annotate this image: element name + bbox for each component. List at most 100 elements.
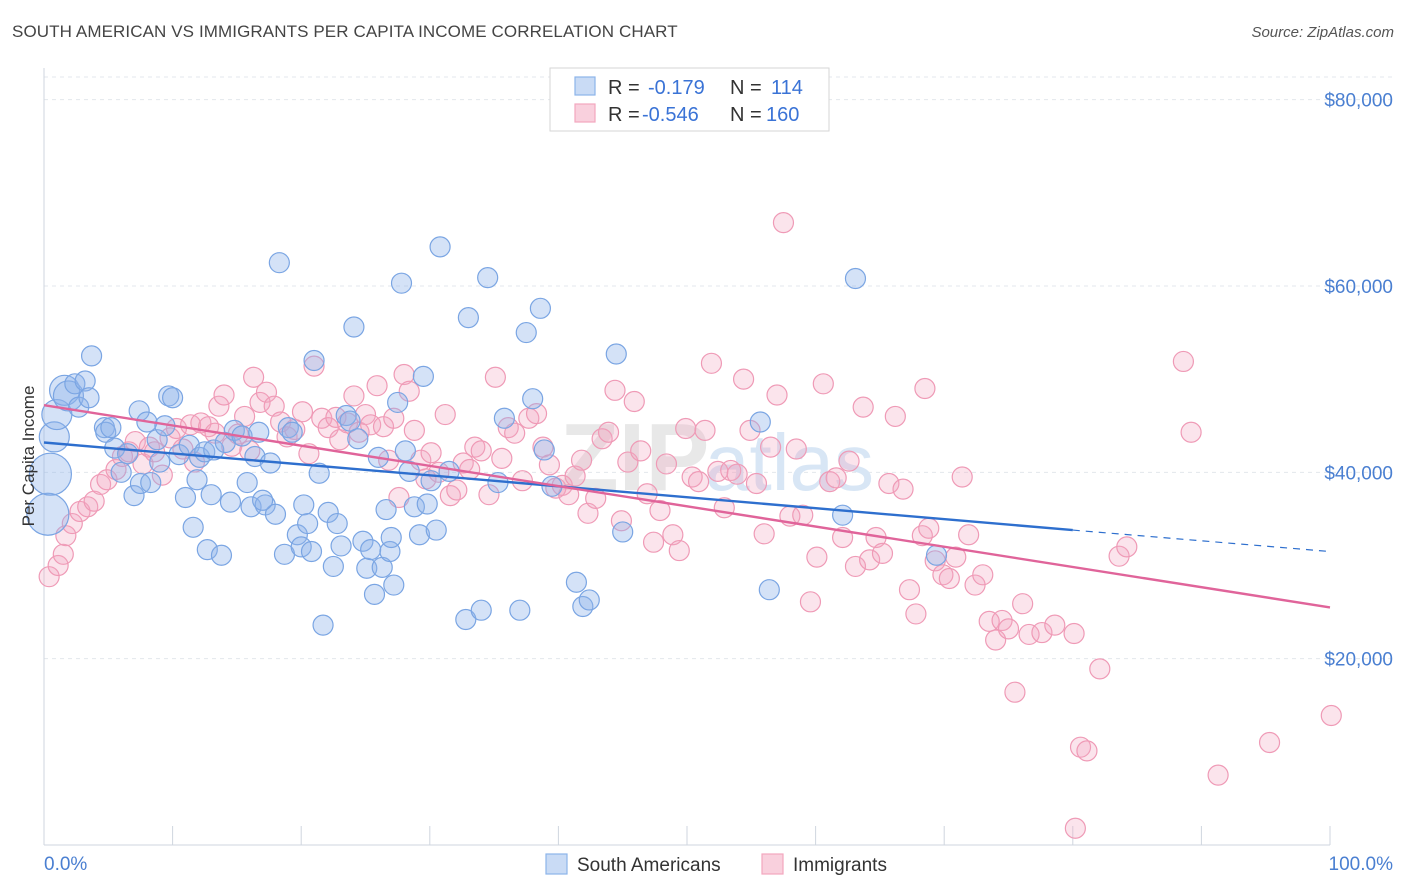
immigrant-point-61 [420,442,442,464]
immigrant-point-125 [838,450,860,472]
immigrant-point-132 [884,405,906,428]
y-tick-label-1: $40,000 [1324,463,1393,484]
south-american-point-35 [200,484,222,506]
immigrant-point-135 [905,603,927,625]
south-american-point-17 [123,485,145,507]
immigrant-point-51 [366,375,388,397]
south-american-point-98 [522,388,544,410]
immigrant-point-63 [434,403,456,426]
immigrant-point-93 [630,440,652,462]
legend-frame [549,67,830,132]
axes [43,68,1331,846]
immigrant-point-158 [1089,658,1111,680]
immigrant-point-47 [343,385,365,407]
immigrant-point-151 [1012,593,1034,615]
bottom-legend-south-americans: South Americans [577,855,721,876]
south-american-point-87 [425,519,447,541]
bottom-legend-immigrants: Immigrants [793,855,887,876]
immigrant-point-17 [151,464,173,486]
south-american-point-21 [140,471,162,494]
y-tick-label-2: $60,000 [1324,277,1393,298]
south-american-point-13 [100,416,122,439]
y-axis-label: Per Capita Income [19,386,38,527]
immigrant-point-98 [662,524,684,546]
chart-source: Source: ZipAtlas.com [1251,24,1394,41]
chart-title: SOUTH AMERICAN VS IMMIGRANTS PER CAPITA … [12,22,678,41]
south-american-point-57 [300,540,323,563]
immigrant-point-162 [1180,421,1202,443]
south-american-point-63 [326,512,348,535]
x-tick-label-1: 100.0% [1329,854,1394,875]
immigrant-point-1 [47,554,69,577]
south-american-point-84 [412,365,434,387]
immigrant-point-97 [655,453,678,475]
south-american-point-88 [429,236,451,258]
south-american-point-26 [162,387,184,409]
immigrant-point-112 [753,523,775,545]
south-american-point-48 [264,503,287,525]
immigrant-point-108 [726,463,748,485]
immigrant-point-13 [124,430,146,453]
immigrant-point-166 [1064,817,1086,839]
south-american-point-60 [312,614,334,636]
immigrant-point-140 [938,567,960,590]
immigrant-point-163 [1207,764,1229,786]
immigrants-points [38,212,1342,839]
immigrant-point-150 [1004,681,1026,703]
south-american-point-37 [210,544,233,566]
immigrant-point-119 [799,591,822,613]
south-american-point-100 [533,439,555,461]
south-american-point-28 [174,486,197,509]
x-tick-label-0: 0.0% [44,854,87,875]
immigrant-point-4 [61,512,83,535]
legend-r-value-1: -0.179 [648,77,705,99]
immigrant-point-145 [972,564,994,586]
immigrant-point-2 [52,543,74,565]
south-american-point-65 [335,404,357,427]
immigrant-point-134 [898,579,921,601]
immigrant-point-92 [623,390,645,413]
south-american-point-113 [252,489,274,511]
immigrant-point-137 [918,517,940,539]
south-american-point-36 [203,439,225,461]
immigrant-point-84 [570,449,593,471]
immigrant-point-127 [852,396,874,418]
south-american-point-4 [48,374,81,406]
south-american-point-103 [572,595,594,618]
south-american-point-111 [925,544,948,566]
immigrant-point-26 [208,395,230,417]
immigrant-point-126 [844,555,867,578]
south-american-point-39 [219,491,242,513]
south-american-point-38 [214,431,236,454]
south-american-point-23 [149,451,171,473]
bottom-legend: South Americans Immigrants [545,853,887,876]
south-american-point-95 [493,407,515,429]
immigrant-point-154 [1044,614,1066,636]
immigrant-point-64 [439,485,461,507]
immigrant-point-83 [564,465,586,487]
south-american-point-78 [387,391,409,414]
south-american-point-69 [352,530,374,552]
immigrant-point-107 [720,459,742,482]
immigrant-point-103 [694,419,716,441]
south-american-point-81 [398,460,420,482]
south-american-point-31 [186,469,208,491]
immigrant-point-133 [892,478,914,500]
south-american-point-99 [529,297,551,319]
south-american-point-93 [477,266,499,289]
legend-n-label-1: N = [730,77,762,99]
south-american-point-90 [455,608,477,631]
legend-r-value-2: -0.546 [642,104,699,126]
immigrant-point-27 [213,384,235,406]
south-american-point-77 [383,574,405,596]
immigrant-point-33 [249,391,271,414]
immigrant-point-90 [610,510,633,532]
immigrant-point-120 [806,546,828,568]
south-american-point-71 [360,539,382,561]
bottom-legend-swatch-pink [761,853,784,875]
immigrant-point-72 [491,447,513,469]
immigrant-point-161 [1172,350,1194,373]
immigrant-point-104 [700,352,723,374]
south-american-point-83 [408,524,431,546]
south-american-point-82 [403,496,425,518]
